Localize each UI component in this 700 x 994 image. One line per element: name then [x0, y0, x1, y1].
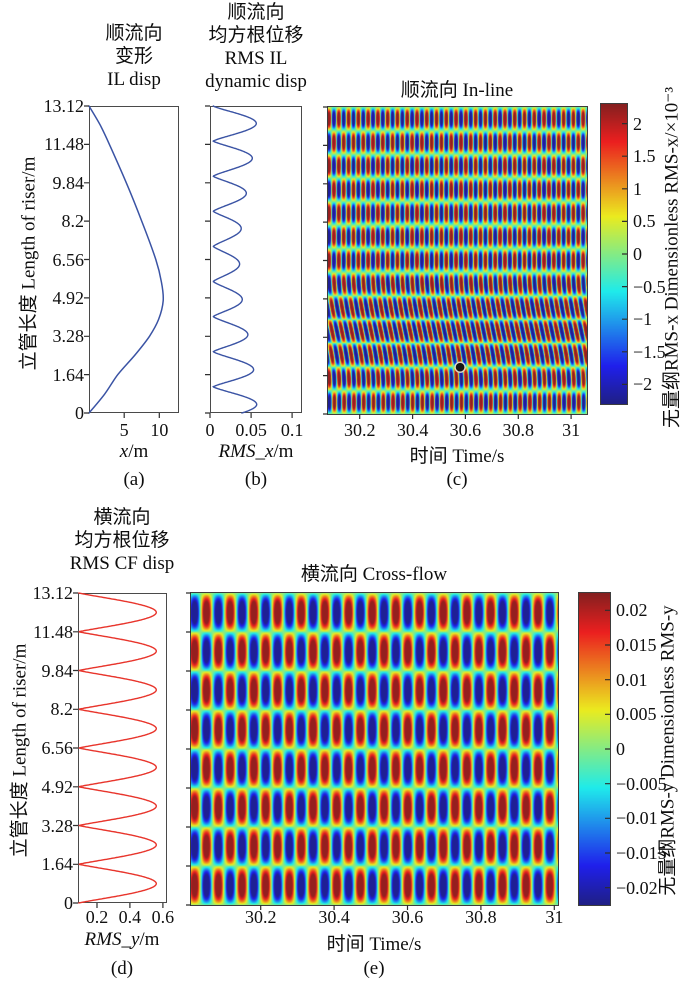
- panel-b-plot-frame: [210, 106, 302, 413]
- panel-a-x-tick-label: 5: [119, 420, 129, 440]
- panel-c-x-label: 时间 Time/s: [409, 446, 505, 467]
- inline-heatmap-canvas: [328, 107, 587, 414]
- panel-e-x-tick-label: 31: [545, 907, 564, 927]
- curve: [78, 592, 157, 904]
- crossflow-colorbar-tick-label: −0.005: [616, 773, 667, 794]
- row2-y-tick-label: 8.2: [50, 699, 74, 720]
- panel-b-x-label-symbol: RMS_x: [218, 441, 274, 462]
- row1-y-tick-label: 1.64: [52, 364, 85, 385]
- panel-e-x-tick-label: 30.8: [465, 907, 497, 927]
- panel-a-plot-frame: [89, 106, 179, 413]
- panel-e-caption: (e): [363, 958, 385, 979]
- row2-y-tick-label: 13.12: [32, 583, 74, 603]
- panel-c-x-tick-label: 30.2: [343, 420, 376, 440]
- row2-y-tick-label: 6.56: [41, 738, 74, 758]
- row1-y-tick-label: 0: [75, 403, 84, 423]
- inline-colorbar-canvas: [601, 104, 627, 404]
- inline-colorbar-tick-label: 0.5: [633, 211, 656, 232]
- row2-y-axis-label: 立管长度 Length of riser/m: [9, 643, 31, 858]
- panel-a-title-line3: IL disp: [107, 69, 161, 90]
- row2-y-tick-label: 4.92: [41, 776, 74, 797]
- panel-c-x-tick-label: 31: [562, 420, 581, 440]
- crossflow-colorbar-tick-label: 0.01: [616, 669, 648, 690]
- panel-a-x-tick-label: 10: [150, 420, 169, 440]
- panel-a-caption: (a): [123, 469, 145, 490]
- crossflow-colorbar-tick-label: 0: [616, 739, 625, 759]
- panel-a-title: 顺流向 变形 IL disp: [44, 22, 224, 91]
- row1-y-tick-label: 6.56: [52, 249, 85, 270]
- row1-y-tick-label: 4.92: [52, 287, 85, 308]
- panel-d-title-line2: 均方根位移: [74, 530, 170, 551]
- panel-b-title-line4: dynamic disp: [205, 71, 307, 92]
- panel-b-x-tick-label: 0.05: [235, 420, 267, 440]
- inline-colorbar-tick-label: 1.5: [633, 146, 656, 167]
- panel-d-title: 横流向 均方根位移 RMS CF disp: [32, 506, 212, 575]
- row1-y-tick-label: 8.2: [61, 211, 85, 232]
- crossflow-colorbar-tick-label: −0.01: [616, 808, 658, 829]
- panel-b-caption: (b): [244, 469, 268, 490]
- panel-d-plot-frame: [78, 593, 167, 903]
- panel-b-title: 顺流向 均方根位移 RMS IL dynamic disp: [166, 1, 346, 93]
- crossflow-colorbar-label: 无量纲RMS-y Dimensionless RMS-y: [657, 605, 679, 896]
- row2-y-tick-label: 3.28: [41, 815, 74, 836]
- panel-d-title-line3: RMS CF disp: [69, 553, 175, 574]
- panel-b-title-line3: RMS IL: [224, 48, 288, 69]
- panel-d-x-label: RMS_y/m: [32, 929, 212, 951]
- panel-c-title: 顺流向 In-line: [400, 80, 514, 101]
- row1-y-tick-label: 3.28: [52, 326, 85, 347]
- panel-c-x-tick-label: 30.6: [449, 420, 482, 440]
- inline-colorbar-tick-label: 2: [633, 113, 642, 134]
- panel-a-x-label-unit: /m: [128, 441, 149, 462]
- row2-y-tick-label: 0: [64, 893, 73, 913]
- panel-b-x-label-unit: /m: [273, 441, 294, 462]
- crossflow-colorbar-tick-label: 0.02: [616, 600, 648, 621]
- row2-y-tick-label: 1.64: [41, 854, 74, 875]
- crossflow-colorbar-tick-label: −0.015: [616, 843, 667, 863]
- panel-e-x-label: 时间 Time/s: [326, 934, 422, 955]
- panel-c-caption: (c): [446, 469, 468, 490]
- inline-colorbar-tick-label: −1.5: [633, 341, 666, 362]
- curve: [212, 105, 258, 414]
- row2-y-tick-label: 11.48: [33, 621, 73, 642]
- row1-y-tick-label: 9.84: [52, 172, 85, 193]
- panel-d-title-line1: 横流向: [93, 507, 151, 528]
- crossflow-heatmap-canvas: [191, 593, 558, 905]
- inline-colorbar-tick-label: 0: [633, 244, 642, 264]
- inline-colorbar-tick-label: −2: [633, 374, 653, 395]
- row1-y-tick-label: 11.48: [44, 134, 84, 155]
- panel-e-x-tick-label: 30.6: [391, 907, 424, 927]
- panel-b-x-tick-label: 0.1: [280, 420, 304, 440]
- crossflow-colorbar-tick-label: 0.005: [616, 704, 657, 725]
- inline-colorbar-tick-label: 1: [633, 178, 642, 199]
- panel-a-title-line2: 变形: [114, 46, 153, 67]
- curve: [88, 105, 165, 414]
- panel-e-title: 横流向 Cross-flow: [300, 564, 448, 585]
- row1-y-tick-label: 13.12: [43, 96, 85, 116]
- panel-b-x-label: RMS_x/m: [166, 441, 346, 463]
- panel-b-title-line2: 均方根位移: [208, 25, 304, 46]
- panel-b-title-line1: 顺流向: [227, 2, 285, 23]
- panel-e-x-tick-label: 30.4: [318, 907, 350, 927]
- crossflow-colorbar-canvas: [579, 593, 610, 905]
- panel-d-x-tick-label: 0.2: [85, 907, 109, 927]
- panel-b-x-tick-label: 0: [205, 420, 215, 440]
- panel-d-x-label-symbol: RMS_y: [84, 929, 140, 950]
- panel-c-x-tick-label: 30.8: [502, 420, 535, 440]
- row2-y-tick-label: 9.84: [41, 660, 74, 681]
- inline-colorbar-tick-label: −0.5: [633, 276, 666, 297]
- panel-a-x-label-symbol: x: [119, 441, 129, 462]
- crossflow-colorbar-tick-label: −0.02: [616, 877, 658, 898]
- inline-colorbar-tick-label: −1: [633, 309, 653, 330]
- panel-d-x-tick-label: 0.6: [151, 907, 175, 927]
- panel-d-caption: (d): [110, 958, 134, 979]
- panel-e-x-tick-label: 30.2: [244, 907, 277, 927]
- panel-a-title-line1: 顺流向: [105, 23, 163, 44]
- panel-c-x-tick-label: 30.4: [396, 420, 429, 440]
- panel-d-x-label-unit: /m: [139, 929, 160, 950]
- panel-d-x-tick-label: 0.4: [118, 907, 142, 927]
- crossflow-colorbar-tick-label: 0.015: [616, 635, 657, 655]
